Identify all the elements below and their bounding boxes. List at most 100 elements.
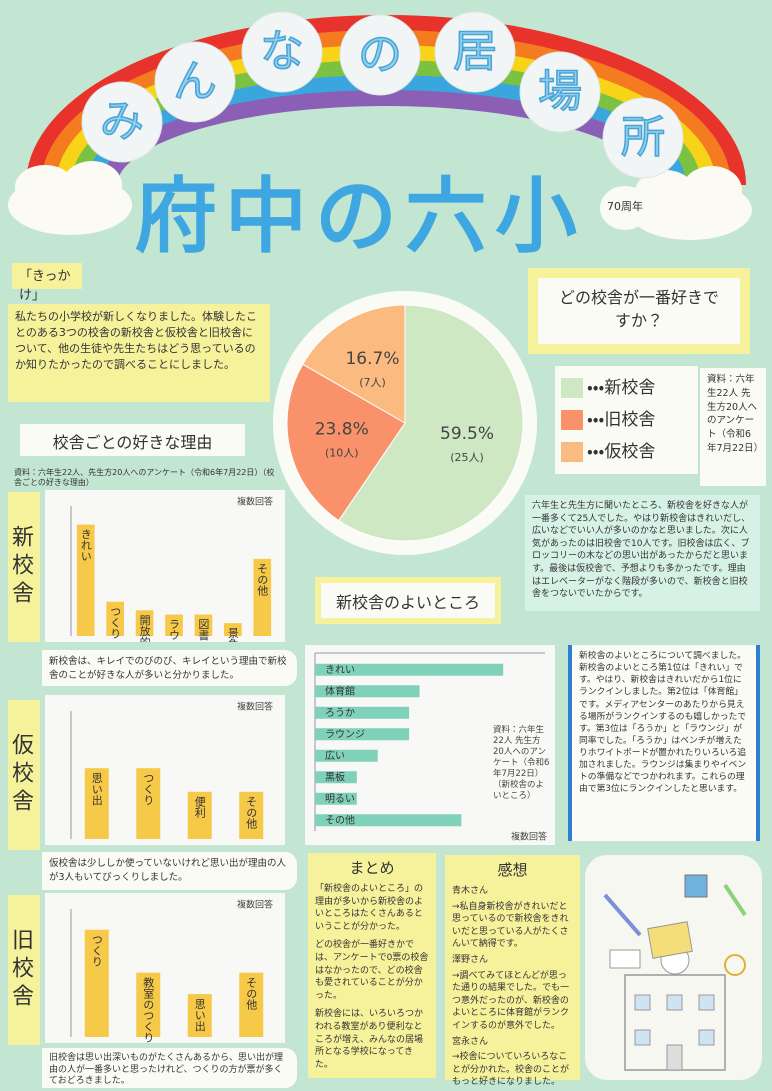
pie-slice <box>286 363 406 522</box>
question: どの校舎が一番好きですか？ <box>538 278 740 344</box>
impression-line: →調べてみてほとんどが思った通りの結果でした。でも一つ意外だったのが、新校舎のよ… <box>452 970 570 1031</box>
chart-note: 複数回答 <box>237 899 273 911</box>
value-label: 16.7% <box>345 349 399 369</box>
bar <box>76 524 95 636</box>
title-circle <box>602 97 684 179</box>
cloud <box>15 165 75 209</box>
cloud <box>682 166 742 214</box>
pie-note: 六年生と先生方に聞いたところ、新校舎を好きな人が一番多くて25人でした。やはり新… <box>525 495 760 611</box>
bar-label: つくり <box>90 934 103 967</box>
bar-label: 体育館 <box>325 684 355 697</box>
bar-label: 思い出 <box>193 998 206 1031</box>
legend-swatch <box>561 410 583 430</box>
reasons-heading: 校舎ごとの好きな理由 <box>20 424 245 456</box>
summary-item: どの校舎が一番好きかでは、アンケートで0票の校舎はなかったので、どの校舎も愛され… <box>315 940 429 1001</box>
chart-note: 複数回答 <box>237 701 273 713</box>
question-frame: どの校舎が一番好きですか？ <box>528 268 750 354</box>
hbar-source: 資料：六年生22人 先生方20人へのアンケート（令和6年7月22日）（新校舎のよ… <box>493 725 550 802</box>
legend-label: ・・・仮校舎 <box>587 441 656 462</box>
impressions-heading: 感想 <box>497 861 528 879</box>
school-drawing <box>585 855 762 1080</box>
title-char: 所 <box>621 112 665 163</box>
bar-label: つくり <box>142 772 155 805</box>
impression-line: 澤野さん <box>452 954 489 965</box>
title-char: 居 <box>453 26 497 77</box>
bar <box>224 623 242 636</box>
summary: まとめ 「新校舎のよいところ」の理由が多いから新校舎のよいところはたくさんあると… <box>308 853 436 1078</box>
bar-label: きれい <box>79 528 92 561</box>
bar <box>106 601 124 636</box>
bar-label: 図書 <box>197 618 210 641</box>
legend-swatch <box>561 442 583 462</box>
intro-text: 私たちの小学校が新しくなりました。体験したことのある3つの校舎の新校舎と仮校舎と… <box>8 304 270 402</box>
bar <box>239 972 264 1037</box>
bar-label: 広い <box>325 750 345 762</box>
intro-heading: 「きっかけ」 <box>12 263 82 303</box>
title-char: ん <box>173 56 217 107</box>
title-circle <box>154 41 236 123</box>
bar <box>315 728 410 741</box>
legend-label: ・・・旧校舎 <box>587 409 656 430</box>
pie-slice <box>302 304 406 424</box>
caption: 旧校舎は思い出深いものがたくさんあるから、思い出が理由の人が一番多いと思ったけれ… <box>42 1048 297 1088</box>
count-label: (10人) <box>325 447 359 460</box>
rainbow: みんな の居場所府中の六小 <box>8 11 752 264</box>
source-note: 資料：六年生22人 先生方20人へのアンケート（令和6年7月22日） <box>700 368 766 486</box>
title-char: 場 <box>538 66 582 117</box>
bar <box>187 791 212 839</box>
value-label: 59.5% <box>440 424 494 444</box>
anniversary-badge: 70周年 <box>600 186 650 230</box>
chart-note: 複数回答 <box>511 831 547 843</box>
bar-label: その他 <box>245 796 258 829</box>
side-label: 新校舎 <box>8 492 40 642</box>
chart-note: 複数回答 <box>237 496 273 508</box>
bar <box>194 614 213 636</box>
bar <box>84 929 109 1037</box>
count-label: (25人) <box>450 451 484 464</box>
title-char: み <box>100 96 144 147</box>
impression-line: →私自身新校舎がきれいだと思っているので新校舎をきれいだと思っている人がたくさん… <box>452 901 569 950</box>
bar-label: 開放的 <box>138 614 151 642</box>
impression-line: 宮永さん <box>452 1036 489 1047</box>
bar <box>315 749 378 762</box>
legend-entry: ・・・新校舎 <box>561 372 692 404</box>
caption: 新校舎は、キレイでのびのび、キレイという理由で新校舎のことが好きな人が多いと分か… <box>42 650 297 686</box>
main-title: 府中の六小 <box>135 169 585 264</box>
bar <box>84 768 109 839</box>
bar <box>239 791 264 839</box>
bar-label: 教室のつくり <box>142 976 155 1042</box>
caption: 仮校舎は少ししか使っていないけれど思い出が理由の人が3人もいてびっくりしました。 <box>42 852 297 890</box>
bar-label: 景色 <box>226 627 239 642</box>
title-circle <box>519 51 601 133</box>
bar <box>315 706 410 719</box>
bar <box>136 768 161 839</box>
impression-line: 青木さん <box>452 886 489 896</box>
bar <box>315 771 357 784</box>
title-char: の <box>358 29 402 80</box>
bar-label: 便利 <box>193 795 206 817</box>
pie-chart: 59.5% (25人) 23.8% (10人) 16.7% (7人) <box>273 291 537 555</box>
summary-item: 新校舎には、いろいろつかわれる教室があり便利なところが増え、みんなの居場所となる… <box>315 1009 424 1070</box>
bar-label: その他 <box>256 563 269 596</box>
cloud <box>62 161 122 209</box>
title-circle <box>339 14 421 96</box>
goodpoints-frame: 新校舎のよいところ <box>315 577 501 624</box>
bar <box>253 558 272 636</box>
summary-item: 「新校舎のよいところ」の理由が多いから新校舎のよいところはたくさんあるということ… <box>315 884 424 932</box>
legend-swatch <box>561 378 583 398</box>
bar-label: ラウンジ <box>325 728 365 740</box>
bar-label: きれい <box>325 664 355 676</box>
value-label: 23.8% <box>315 420 369 440</box>
bar <box>136 972 161 1037</box>
bar <box>315 685 420 698</box>
goodpoints-text: 新校舎のよいところについて調べました。新校舎のよいところ第1位は「きれい」です。… <box>568 645 760 841</box>
legend-entry: ・・・旧校舎 <box>561 404 692 436</box>
bar-label: その他 <box>325 813 355 826</box>
title-circle <box>434 11 516 93</box>
legend-label: ・・・新校舎 <box>587 377 656 398</box>
bar-label: その他 <box>245 977 258 1010</box>
